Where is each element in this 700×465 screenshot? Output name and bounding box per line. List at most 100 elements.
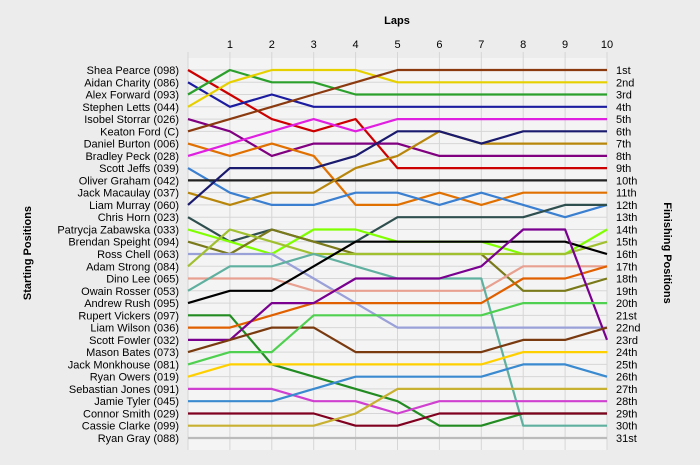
y-axis-right-label: Finishing Positions (661, 202, 673, 303)
driver-label: Liam Murray (060) (89, 200, 179, 212)
x-tick-label: 8 (520, 39, 526, 51)
finish-label: 26th (616, 372, 637, 384)
driver-label: Ryan Owers (019) (90, 372, 179, 384)
series-line (187, 203, 607, 243)
driver-label: Liam Wilson (036) (90, 323, 179, 335)
finish-label: 1st (616, 65, 631, 77)
finish-label: 7th (616, 139, 631, 151)
series-line (188, 265, 608, 329)
driver-label: Andrew Rush (095) (84, 298, 179, 310)
finish-label: 19th (616, 286, 637, 298)
driver-label: Dino Lee (065) (106, 274, 179, 286)
finish-label: 29th (616, 408, 637, 420)
driver-label: Jack Monkhouse (081) (68, 359, 179, 371)
finish-label: 3rd (616, 90, 632, 102)
driver-label: Oliver Graham (042) (79, 175, 179, 187)
finish-label: 14th (616, 224, 637, 236)
driver-label: Mason Bates (073) (86, 347, 179, 359)
finish-label: 30th (616, 421, 637, 433)
driver-label: Brendan Speight (094) (68, 237, 179, 249)
driver-label: Ryan Gray (088) (98, 433, 179, 445)
finish-label: 24th (616, 347, 637, 359)
series-line (187, 68, 607, 133)
driver-label: Aidan Charity (086) (84, 77, 179, 89)
finish-label: 20th (616, 298, 637, 310)
driver-label: Jack Macaulay (037) (78, 188, 180, 200)
finish-label: 10th (616, 175, 637, 187)
finish-label: 5th (616, 114, 631, 126)
finish-label: 17th (616, 261, 637, 273)
finish-label: 16th (616, 249, 637, 261)
series-line (187, 302, 607, 366)
series-line (188, 265, 607, 292)
finish-label: 4th (616, 102, 631, 114)
driver-label: Owain Rosser (053) (81, 286, 179, 298)
driver-label: Scott Jeffs (039) (99, 163, 179, 175)
finish-label: 8th (616, 151, 631, 163)
series-line (187, 351, 607, 378)
driver-label: Connor Smith (029) (83, 408, 179, 420)
driver-label: Cassie Clarke (099) (82, 421, 179, 433)
series-line (187, 130, 607, 206)
driver-label: Scott Fowler (032) (89, 335, 179, 347)
series-line (187, 81, 607, 108)
driver-label: Bradley Peck (028) (85, 151, 179, 163)
x-tick-label: 7 (478, 39, 484, 51)
series-line (187, 68, 607, 108)
series-line (188, 363, 608, 403)
series-line (187, 130, 607, 206)
driver-label: Sebastian Jones (091) (69, 384, 179, 396)
driver-label: Alex Forward (093) (85, 90, 179, 102)
chart-title: Laps (384, 15, 410, 27)
series-line (187, 117, 607, 157)
finish-label: 6th (616, 126, 631, 138)
finish-label: 9th (616, 163, 631, 175)
driver-label: Daniel Burton (006) (84, 139, 179, 151)
driver-label: Keaton Ford (C) (100, 126, 179, 138)
finish-label: 21st (616, 310, 637, 322)
driver-label: Shea Pearce (098) (87, 65, 179, 77)
finish-label: 18th (616, 274, 637, 286)
driver-label: Chris Horn (023) (98, 212, 179, 224)
series-line (187, 142, 607, 206)
driver-label: Adam Strong (084) (86, 261, 179, 273)
finish-label: 23rd (616, 335, 638, 347)
x-tick-label: 3 (311, 39, 317, 51)
finish-label: 13th (616, 212, 637, 224)
finish-label: 11th (616, 188, 637, 200)
finish-label: 15th (616, 237, 637, 249)
driver-label: Jamie Tyler (045) (94, 396, 179, 408)
series-line (188, 228, 609, 341)
x-tick-label: 1 (227, 39, 233, 51)
x-tick-label: 9 (562, 39, 568, 51)
finish-label: 25th (616, 359, 637, 371)
driver-label: Isobel Storrar (026) (84, 114, 179, 126)
plot-area: 1 2 3 4 5 6 7 8 9 10 Shea Pearce (098)Aidan Charit… (57, 39, 640, 450)
x-tick-label: 2 (269, 39, 275, 51)
series-line (187, 228, 608, 268)
x-tick-label: 5 (394, 39, 400, 51)
y-axis-left-label: Starting Positions (22, 206, 34, 300)
finish-label: 22nd (616, 323, 640, 335)
finish-label: 2nd (616, 77, 634, 89)
driver-label: Stephen Letts (044) (82, 102, 179, 114)
series-line (188, 412, 607, 427)
driver-label: Rupert Vickers (097) (78, 310, 179, 322)
series-line (187, 240, 608, 305)
series-line (187, 68, 607, 96)
series-line (188, 387, 607, 415)
series-line (188, 252, 607, 329)
finish-label: 28th (616, 396, 637, 408)
x-tick-label: 4 (353, 39, 359, 51)
finish-label: 31st (616, 433, 637, 445)
x-tick-label: 6 (436, 39, 442, 51)
driver-label: Ross Chell (063) (97, 249, 179, 261)
finish-label: 27th (616, 384, 637, 396)
series-line (188, 387, 607, 427)
series-line (187, 167, 608, 219)
series-line (187, 326, 608, 354)
driver-label: Patrycja Zabawska (033) (57, 224, 179, 236)
finish-label: 12th (616, 200, 637, 212)
